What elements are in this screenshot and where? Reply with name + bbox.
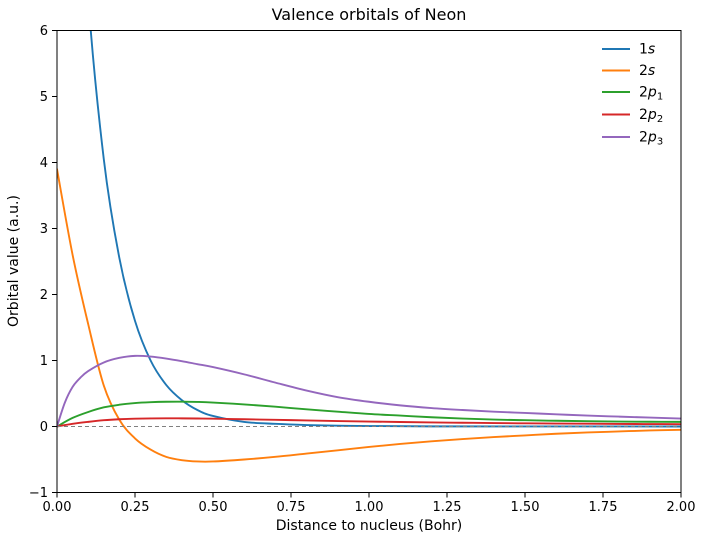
y-tick-label: 5 (40, 90, 48, 105)
curve-2p3 (57, 354, 681, 428)
axes-frame (56, 30, 682, 493)
legend-item-2s: 2s (602, 63, 655, 79)
legend-item-2p2: 2p2 (602, 107, 663, 125)
x-tick-label: 1.75 (589, 500, 618, 515)
curve-2p1 (57, 400, 681, 428)
legend-item-2p3: 2p3 (602, 130, 663, 148)
legend-item-2p1: 2p1 (602, 85, 663, 103)
x-tick-label: 2.00 (667, 500, 696, 515)
x-tick-label: 0.25 (121, 500, 150, 515)
chart-title: Valence orbitals of Neon (272, 5, 467, 24)
legend-item-1s: 1s (602, 42, 655, 58)
legend-label: 2s (639, 63, 655, 79)
x-tick-label: 1.25 (433, 500, 462, 515)
y-tick-label: 2 (40, 288, 48, 303)
y-tick-label: 3 (40, 222, 48, 237)
curve-2p2 (57, 417, 681, 428)
x-tick-label: 0.75 (277, 500, 306, 515)
x-tick-label: 1.50 (511, 500, 540, 515)
x-tick-label: 0.50 (199, 500, 228, 515)
y-tick-label: −1 (29, 486, 48, 501)
x-tick-label: 1.00 (355, 500, 384, 515)
curve-1s (89, 30, 681, 428)
y-tick-label: 1 (40, 354, 48, 369)
legend-label: 1s (639, 42, 655, 58)
y-tick-label: 6 (40, 24, 48, 39)
legend-label: 2p3 (639, 130, 663, 148)
legend-label: 2p2 (639, 107, 663, 125)
x-tick-label: 0.00 (43, 500, 72, 515)
y-tick-label: 0 (40, 420, 48, 435)
y-axis-label: Orbital value (a.u.) (6, 195, 22, 327)
x-axis-label: Distance to nucleus (Bohr) (276, 518, 462, 534)
y-tick-label: 4 (40, 156, 48, 171)
legend-label: 2p1 (639, 85, 663, 103)
